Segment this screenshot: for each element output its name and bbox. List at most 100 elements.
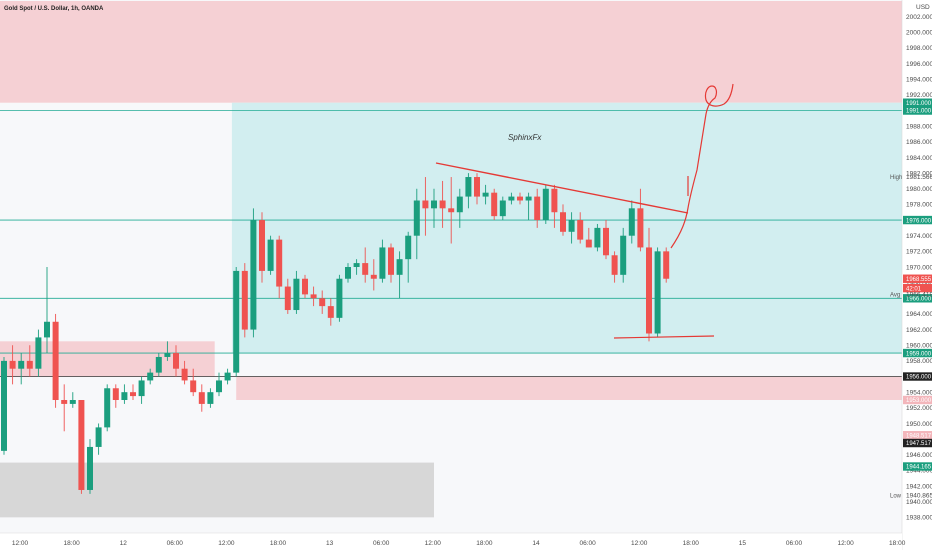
y-tick-label: 1964.000 (906, 311, 932, 318)
candle-50 (431, 188, 437, 228)
candle-body (9, 360, 16, 369)
candle-20 (173, 345, 179, 377)
y-tick-label: 1938.000 (906, 515, 932, 522)
candle-body (18, 360, 25, 369)
candle-body (181, 368, 188, 381)
candle-6 (52, 313, 59, 408)
candle-34 (293, 270, 300, 314)
candle-32 (276, 235, 283, 299)
candle-body (482, 192, 489, 197)
candle-70 (603, 220, 609, 260)
x-tick-label: 18:00 (270, 540, 287, 547)
candle-body (551, 188, 558, 213)
candle-3 (26, 345, 33, 377)
y-tick-label: 1978.000 (906, 202, 932, 209)
side-label-2: Low 1940.865 (890, 493, 932, 500)
x-tick-label: 14 (532, 540, 540, 547)
candle-76 (654, 247, 661, 338)
side-label-name: High (890, 175, 902, 181)
price-tag-label: 1991.000 (906, 109, 932, 115)
x-tick-label: 18:00 (683, 540, 700, 547)
candle-77 (663, 247, 670, 283)
x-tick-label: 18:00 (889, 540, 906, 547)
candle-17 (147, 368, 154, 385)
y-tick-label: 1950.000 (906, 421, 932, 428)
candle-body (646, 247, 652, 334)
y-tick-label: 2002.000 (906, 14, 932, 21)
price-tag-1: 1991.000 (903, 106, 932, 115)
y-tick-label: 1992.000 (906, 92, 932, 99)
candle-body (207, 392, 214, 404)
candle-body (112, 388, 119, 400)
price-tag-box (903, 215, 932, 225)
price-tag-4: 42:01 (903, 283, 932, 293)
price-axis-layer: 1938.000 1940.000 1942.000 1944.000 1946.000… (890, 0, 932, 550)
candle-74 (637, 188, 644, 252)
y-tick-label: 1984.000 (906, 155, 932, 162)
candle-72 (620, 227, 627, 283)
side-label-name: Avg (890, 293, 900, 299)
candle-body (52, 321, 59, 400)
candle-2 (18, 353, 25, 385)
y-tick-label: 1946.000 (906, 452, 932, 459)
candle-37 (319, 290, 326, 314)
candle-body (491, 192, 498, 217)
y-tick-label: 1988.000 (906, 123, 932, 130)
x-tick-label: 06:00 (786, 540, 803, 547)
candle-body (259, 220, 265, 271)
candle-body (499, 200, 506, 217)
candle-body (560, 212, 566, 232)
y-tick-label: 1986.000 (906, 139, 932, 146)
candle-body (216, 380, 222, 393)
candle-38 (327, 298, 334, 326)
y-tick-label: 1970.000 (906, 264, 932, 271)
price-tag-box (903, 348, 932, 358)
candle-body (241, 270, 248, 330)
price-tag-box (903, 283, 932, 293)
candle-69 (594, 223, 601, 252)
candle-body (302, 278, 308, 295)
candle-65 (560, 204, 566, 236)
candle-61 (525, 192, 532, 221)
support-line (613, 335, 715, 339)
candle-body (190, 380, 197, 393)
candle-63 (542, 184, 549, 224)
zone-3 (236, 376, 902, 400)
candle-30 (259, 212, 265, 283)
candle-body (224, 372, 231, 381)
trendline (435, 162, 689, 214)
side-label-value: 1981.566 (906, 174, 932, 181)
price-tag-10: 1947.517 (903, 438, 932, 448)
candle-body (1, 360, 7, 451)
price-tag-box (903, 438, 932, 448)
candle-1 (9, 345, 16, 385)
candle-body (61, 400, 68, 404)
y-tick-label: 1954.000 (906, 389, 932, 396)
candle-19 (164, 341, 171, 361)
candle-body (577, 220, 584, 240)
candle-18 (155, 353, 162, 377)
candle-58 (499, 196, 506, 221)
candle-body (594, 227, 601, 248)
candle-body (95, 427, 102, 447)
candle-54 (465, 173, 472, 209)
side-label-value: 1940.865 (906, 493, 932, 500)
candle-body (637, 208, 644, 248)
candle-body (628, 208, 635, 236)
price-tag-label: 1944.165 (906, 465, 932, 471)
candle-55 (474, 173, 480, 205)
candle-15 (130, 384, 136, 400)
price-tag-label: 1976.000 (906, 218, 932, 224)
x-tick-label: 12:00 (837, 540, 854, 547)
candle-21 (181, 360, 188, 385)
candle-body (585, 239, 592, 248)
price-tag-label: 1956.000 (906, 375, 932, 381)
side-label-1: Avg 1966.419 (890, 292, 932, 299)
candle-body (465, 177, 472, 197)
candle-31 (267, 235, 274, 275)
price-tag-6: 1959.000 (903, 348, 932, 358)
candle-body (173, 353, 179, 369)
price-tag-box (903, 106, 932, 115)
